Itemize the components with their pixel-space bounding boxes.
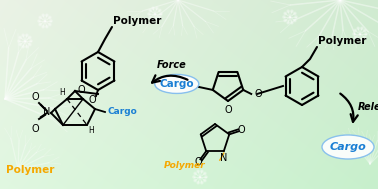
Circle shape: [193, 176, 195, 178]
Circle shape: [295, 16, 297, 18]
Circle shape: [354, 36, 356, 39]
Circle shape: [19, 36, 21, 39]
Text: Polymer: Polymer: [318, 36, 366, 46]
Circle shape: [46, 14, 48, 16]
Circle shape: [49, 16, 51, 19]
Circle shape: [26, 34, 28, 36]
Circle shape: [19, 43, 21, 46]
Circle shape: [284, 12, 287, 15]
Circle shape: [42, 14, 44, 16]
Circle shape: [204, 179, 206, 182]
Ellipse shape: [155, 74, 199, 93]
Text: Polymer: Polymer: [113, 16, 161, 26]
Circle shape: [361, 27, 363, 29]
Circle shape: [148, 13, 150, 15]
Circle shape: [42, 26, 44, 28]
Text: O: O: [195, 157, 202, 167]
Circle shape: [46, 26, 48, 28]
Circle shape: [22, 46, 24, 48]
Circle shape: [160, 13, 162, 15]
Circle shape: [361, 39, 363, 41]
Circle shape: [353, 33, 355, 35]
Circle shape: [357, 27, 359, 29]
Circle shape: [194, 172, 196, 175]
Text: H: H: [88, 126, 94, 135]
Text: O: O: [88, 95, 96, 105]
Circle shape: [354, 29, 356, 32]
Text: Polymer: Polymer: [6, 165, 54, 175]
Ellipse shape: [322, 135, 374, 159]
Text: O: O: [224, 105, 232, 115]
Text: O: O: [254, 89, 262, 99]
Circle shape: [39, 16, 41, 19]
Circle shape: [49, 23, 51, 26]
Circle shape: [156, 7, 158, 9]
Circle shape: [283, 16, 285, 18]
Circle shape: [39, 23, 41, 26]
Circle shape: [291, 22, 293, 24]
Circle shape: [30, 40, 32, 42]
Circle shape: [287, 10, 289, 12]
Circle shape: [22, 34, 24, 36]
Circle shape: [365, 33, 367, 35]
Circle shape: [29, 36, 31, 39]
FancyArrowPatch shape: [340, 94, 358, 122]
Circle shape: [294, 19, 296, 22]
Circle shape: [291, 10, 293, 12]
Text: Polymer: Polymer: [164, 161, 206, 170]
Text: O: O: [31, 92, 39, 102]
Circle shape: [156, 19, 158, 21]
Circle shape: [152, 7, 154, 9]
Circle shape: [197, 170, 199, 173]
Circle shape: [364, 29, 366, 32]
Text: Release: Release: [358, 102, 378, 112]
Text: Cargo: Cargo: [330, 142, 366, 152]
Circle shape: [194, 179, 196, 182]
Circle shape: [357, 39, 359, 41]
Text: O: O: [78, 85, 86, 95]
Text: O: O: [31, 124, 39, 134]
FancyArrowPatch shape: [152, 75, 187, 83]
Text: N: N: [220, 153, 228, 163]
Circle shape: [149, 9, 151, 12]
Circle shape: [38, 20, 40, 22]
Text: H: H: [59, 88, 65, 97]
Circle shape: [29, 43, 31, 46]
Circle shape: [204, 172, 206, 175]
Circle shape: [159, 16, 161, 19]
Circle shape: [18, 40, 20, 42]
Text: Force: Force: [157, 60, 187, 70]
Circle shape: [50, 20, 52, 22]
Circle shape: [26, 46, 28, 48]
Text: N: N: [43, 107, 51, 117]
Circle shape: [201, 181, 203, 184]
Circle shape: [287, 22, 289, 24]
Circle shape: [284, 19, 287, 22]
Text: Cargo: Cargo: [160, 79, 194, 89]
Circle shape: [201, 170, 203, 173]
Circle shape: [152, 19, 154, 21]
Circle shape: [159, 9, 161, 12]
Circle shape: [294, 12, 296, 15]
Text: Cargo: Cargo: [107, 108, 137, 116]
Circle shape: [205, 176, 207, 178]
Text: O: O: [238, 125, 245, 135]
Circle shape: [364, 36, 366, 39]
Circle shape: [197, 181, 199, 184]
Circle shape: [149, 16, 151, 19]
